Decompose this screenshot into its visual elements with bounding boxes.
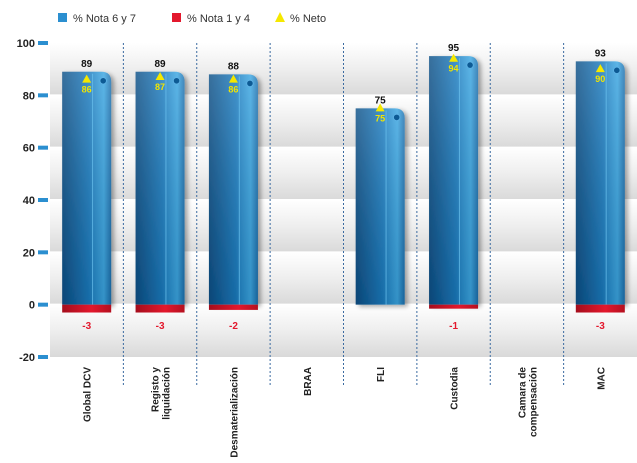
bar-cap-dot <box>466 61 474 69</box>
net-label: 90 <box>595 74 605 84</box>
x-tick-label: FLI <box>376 367 387 382</box>
bar-negative-label: -3 <box>156 321 165 332</box>
bar-negative-label: -3 <box>82 321 91 332</box>
bar-negative <box>62 304 112 313</box>
net-marker <box>595 64 605 73</box>
net-marker <box>375 103 385 112</box>
y-tick-label: 60 <box>23 143 35 155</box>
bar-negative-label: -1 <box>449 321 458 332</box>
y-tick-label: 80 <box>23 90 35 102</box>
y-tick-mark <box>38 355 48 359</box>
legend-swatch <box>172 13 181 22</box>
x-tick-label: Custodia <box>450 367 461 410</box>
y-tick-mark <box>38 145 48 150</box>
y-tick-mark <box>38 93 48 98</box>
bar-positive <box>135 71 185 305</box>
bar-negative-label: -3 <box>596 321 605 332</box>
y-tick-label: 100 <box>17 38 35 50</box>
y-tick-mark <box>38 250 48 255</box>
x-tick-label: liquidación <box>162 367 173 420</box>
bar-positive-label: 88 <box>228 61 240 72</box>
bar-positive-shade <box>355 108 405 305</box>
bar-cap-dot <box>172 77 181 85</box>
net-label: 87 <box>155 82 165 92</box>
x-tick-label: MAC <box>596 367 607 390</box>
bar-negative-label: -2 <box>229 321 238 332</box>
bar-positive-label: 75 <box>375 95 387 106</box>
y-tick-label: 40 <box>23 195 35 207</box>
bar-positive-label: 93 <box>595 48 607 59</box>
x-tick-label: Camara de <box>517 367 528 419</box>
bar-positive-shade <box>62 71 112 305</box>
bar-cap-dot <box>246 79 254 88</box>
bar-positive-label: 89 <box>81 59 93 70</box>
y-tick-label: 20 <box>23 247 35 259</box>
legend-label: % Nota 6 y 7 <box>73 13 136 25</box>
bar-negative <box>429 304 479 309</box>
x-tick-label: compensación <box>528 367 539 437</box>
legend: % Nota 6 y 7 % Nota 1 y 4 % Neto <box>58 12 326 25</box>
bar-positive-shade <box>575 61 625 305</box>
y-tick-mark <box>38 198 48 202</box>
x-tick-label: Desmaterialización <box>229 367 240 458</box>
bar-positive-label: 89 <box>155 59 167 70</box>
bar-positive-shade <box>135 71 185 305</box>
y-axis: -20 0 20 40 60 80 100 <box>17 38 48 364</box>
net-label: 86 <box>228 85 238 95</box>
legend-swatch <box>58 13 67 22</box>
net-label: 86 <box>82 85 92 95</box>
x-axis: Global DCV Registo y liquidación Desmateria… <box>83 367 608 458</box>
legend-swatch <box>275 12 285 22</box>
net-marker <box>228 74 238 83</box>
net-marker <box>155 72 165 81</box>
bar-positive <box>355 108 405 305</box>
x-tick-label: BRAA <box>303 367 314 396</box>
net-marker <box>449 53 459 62</box>
net-label: 75 <box>375 113 385 123</box>
category-separators <box>122 43 565 385</box>
net-label: 94 <box>449 64 459 74</box>
bar-negative <box>208 304 258 310</box>
x-tick-label: Global DCV <box>83 367 94 422</box>
y-tick-mark <box>38 41 48 45</box>
y-tick-label: -20 <box>19 352 35 364</box>
bar-negative <box>575 304 625 313</box>
y-tick-label: 0 <box>29 300 35 312</box>
bar-positive <box>575 61 625 305</box>
bar-cap-dot <box>613 66 621 74</box>
bar-cap-dot <box>393 113 401 122</box>
legend-label: % Nota 1 y 4 <box>187 13 250 25</box>
bar-positive <box>62 71 112 305</box>
legend-label: % Neto <box>290 13 326 25</box>
bar-positive-label: 95 <box>448 43 460 54</box>
bar-cap-dot <box>99 77 107 85</box>
bars: 89 -3 86 89 -3 87 88 -2 86 75 75 95 -1 94 93 -3 90 <box>62 43 625 332</box>
net-marker <box>82 74 92 83</box>
bar-positive <box>208 74 258 305</box>
bar-negative <box>135 304 185 313</box>
bar-positive <box>429 56 479 305</box>
x-tick-label: Registo y <box>151 367 162 412</box>
bar-positive-shade <box>208 74 258 305</box>
y-tick-mark <box>38 302 48 307</box>
bar-positive-shade <box>429 56 479 305</box>
